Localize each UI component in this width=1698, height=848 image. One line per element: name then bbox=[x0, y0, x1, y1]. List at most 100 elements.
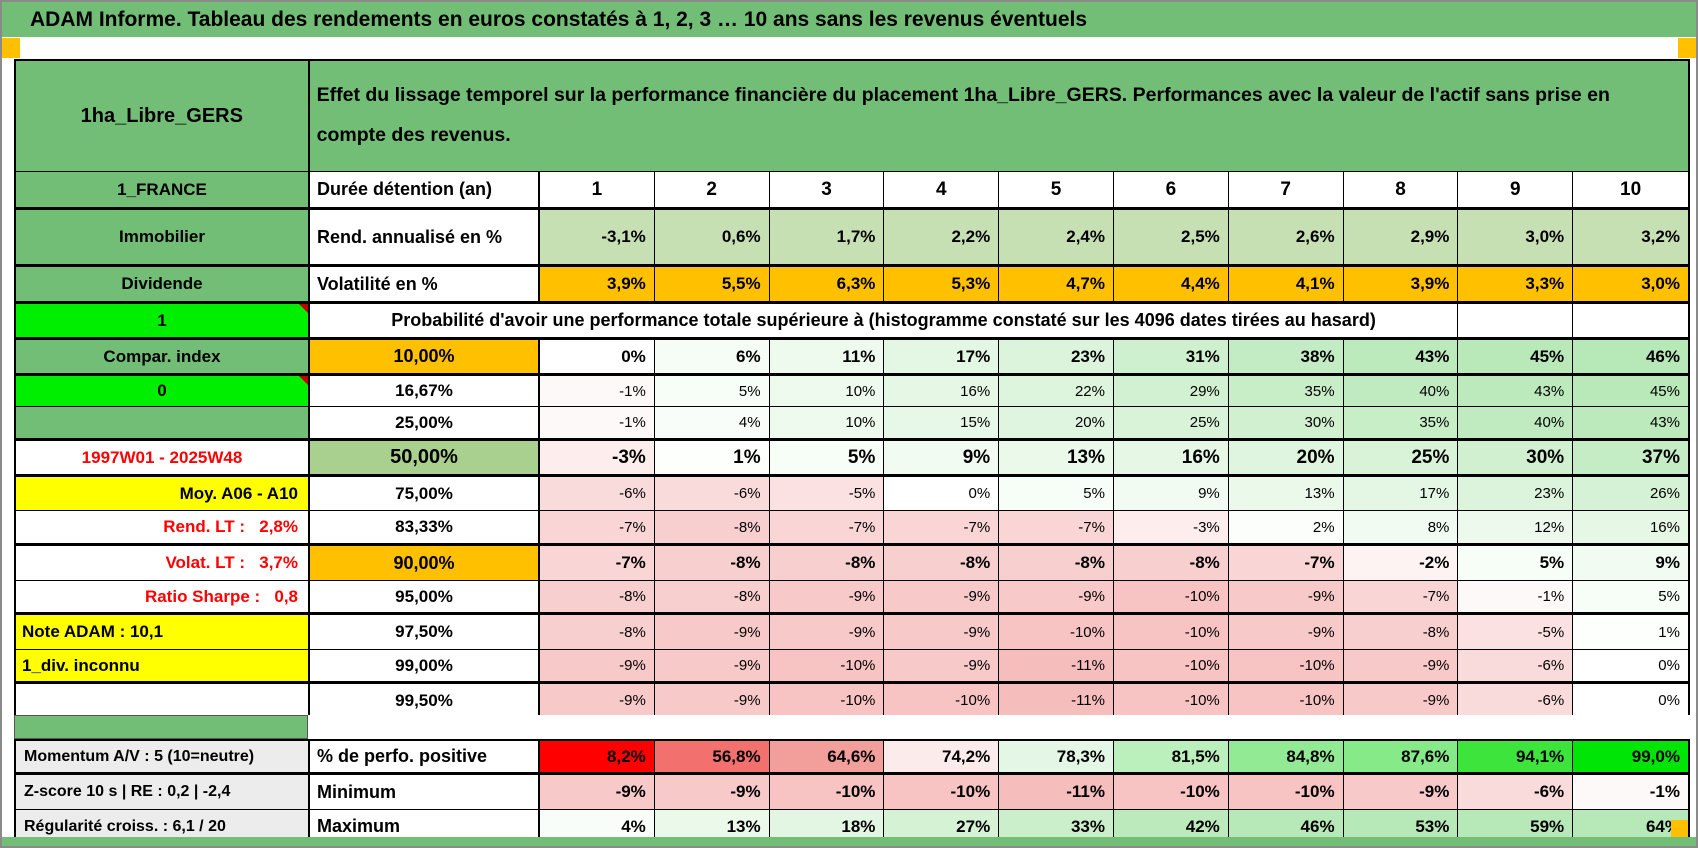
value-cell[interactable]: 5% bbox=[654, 376, 770, 406]
value-cell[interactable]: 38% bbox=[1228, 340, 1344, 373]
value-cell[interactable]: 20% bbox=[1228, 441, 1344, 474]
value-cell[interactable]: -10% bbox=[1113, 581, 1229, 612]
value-cell[interactable]: -10% bbox=[1113, 615, 1229, 649]
row-label-cell[interactable]: Rend. LT : 2,8% bbox=[16, 511, 310, 543]
value-cell[interactable]: 30% bbox=[1458, 441, 1574, 474]
value-cell[interactable]: -8% bbox=[654, 581, 770, 612]
value-cell[interactable]: -7% bbox=[769, 511, 885, 543]
value-cell[interactable]: -8% bbox=[884, 546, 1000, 580]
value-cell[interactable]: 9% bbox=[884, 441, 1000, 474]
value-cell[interactable]: -7% bbox=[999, 511, 1114, 543]
value-cell[interactable]: 40% bbox=[1343, 376, 1459, 406]
value-cell[interactable]: -1% bbox=[1573, 775, 1688, 809]
value-cell[interactable]: 2,2% bbox=[884, 210, 1000, 264]
value-cell[interactable]: 5% bbox=[999, 477, 1114, 510]
value-cell[interactable]: -7% bbox=[540, 511, 655, 543]
value-cell[interactable]: -10% bbox=[1113, 684, 1229, 717]
value-cell[interactable]: 8,2% bbox=[540, 741, 655, 772]
value-cell[interactable]: 31% bbox=[1113, 340, 1229, 373]
value-cell[interactable]: 78,3% bbox=[999, 741, 1114, 772]
row-header-cell[interactable]: 83,33% bbox=[310, 511, 540, 543]
row-label-cell[interactable] bbox=[16, 684, 310, 717]
value-cell[interactable]: 43% bbox=[1458, 376, 1574, 406]
row-header-cell[interactable]: 75,00% bbox=[310, 477, 540, 510]
value-cell[interactable]: 0% bbox=[540, 340, 655, 373]
value-cell[interactable]: 5% bbox=[1573, 581, 1688, 612]
value-cell[interactable]: -9% bbox=[884, 581, 1000, 612]
value-cell[interactable]: -10% bbox=[769, 650, 885, 681]
value-cell[interactable]: 1% bbox=[654, 441, 770, 474]
row-label-cell[interactable]: Momentum A/V : 5 (10=neutre) bbox=[16, 741, 310, 772]
value-cell[interactable]: 43% bbox=[1573, 407, 1688, 438]
row-label-cell[interactable]: Ratio Sharpe : 0,8 bbox=[16, 581, 310, 612]
value-cell[interactable]: 0% bbox=[1573, 684, 1688, 717]
value-cell[interactable]: -6% bbox=[540, 477, 655, 510]
value-cell[interactable]: 3,0% bbox=[1458, 210, 1574, 264]
value-cell[interactable]: 2,6% bbox=[1228, 210, 1344, 264]
value-cell[interactable]: 4,4% bbox=[1113, 267, 1229, 301]
value-cell[interactable]: 5,3% bbox=[884, 267, 1000, 301]
value-cell[interactable]: -9% bbox=[654, 650, 770, 681]
value-cell[interactable]: -9% bbox=[999, 581, 1114, 612]
value-cell[interactable]: 29% bbox=[1113, 376, 1229, 406]
value-cell[interactable]: 4% bbox=[654, 407, 770, 438]
value-cell[interactable]: 20% bbox=[999, 407, 1114, 438]
row-header-cell[interactable]: 97,50% bbox=[310, 615, 540, 649]
value-cell[interactable]: 9% bbox=[1113, 477, 1229, 510]
value-cell[interactable]: 56,8% bbox=[654, 741, 770, 772]
value-cell[interactable]: 37% bbox=[1573, 441, 1688, 474]
value-cell[interactable]: -8% bbox=[540, 615, 655, 649]
value-cell[interactable]: 2 bbox=[654, 172, 770, 207]
value-cell[interactable]: 0% bbox=[1573, 650, 1688, 681]
value-cell[interactable]: -6% bbox=[1458, 650, 1574, 681]
value-cell[interactable]: -9% bbox=[884, 615, 1000, 649]
value-cell[interactable]: -10% bbox=[769, 775, 885, 809]
value-cell[interactable]: -8% bbox=[1113, 546, 1229, 580]
value-cell[interactable]: 5% bbox=[1458, 546, 1574, 580]
value-cell[interactable]: 4 bbox=[884, 172, 1000, 207]
value-cell[interactable]: -8% bbox=[1343, 615, 1459, 649]
value-cell[interactable]: 15% bbox=[884, 407, 1000, 438]
row-header-cell[interactable]: 16,67% bbox=[310, 376, 540, 406]
row-header-cell[interactable]: 99,00% bbox=[310, 650, 540, 681]
value-cell[interactable]: 74,2% bbox=[884, 741, 1000, 772]
value-cell[interactable]: -9% bbox=[769, 615, 885, 649]
value-cell[interactable]: 35% bbox=[1228, 376, 1344, 406]
value-cell[interactable]: -10% bbox=[1228, 775, 1344, 809]
value-cell[interactable]: 1 bbox=[540, 172, 655, 207]
value-cell[interactable]: 17% bbox=[884, 340, 1000, 373]
row-label-cell[interactable]: Compar. index bbox=[16, 340, 310, 373]
value-cell[interactable]: 3,3% bbox=[1458, 267, 1574, 301]
value-cell[interactable]: 3,2% bbox=[1573, 210, 1688, 264]
value-cell[interactable]: -5% bbox=[1458, 615, 1574, 649]
row-label-cell[interactable]: Moy. A06 - A10 bbox=[16, 477, 310, 510]
value-cell[interactable]: 6 bbox=[1113, 172, 1229, 207]
value-cell[interactable]: -5% bbox=[769, 477, 885, 510]
row-header-cell[interactable]: 25,00% bbox=[310, 407, 540, 438]
value-cell[interactable]: -7% bbox=[884, 511, 1000, 543]
value-cell[interactable]: -3% bbox=[1113, 511, 1229, 543]
value-cell[interactable]: 1,7% bbox=[769, 210, 885, 264]
value-cell[interactable]: 23% bbox=[999, 340, 1114, 373]
value-cell[interactable]: 2,4% bbox=[999, 210, 1114, 264]
row-header-cell[interactable]: 90,00% bbox=[310, 546, 540, 580]
value-cell[interactable]: -7% bbox=[540, 546, 655, 580]
value-cell[interactable]: -11% bbox=[999, 684, 1114, 717]
empty-cell[interactable] bbox=[1573, 304, 1688, 337]
value-cell[interactable]: -9% bbox=[1228, 581, 1344, 612]
value-cell[interactable]: 10 bbox=[1573, 172, 1688, 207]
row-header-cell[interactable]: Durée détention (an) bbox=[310, 172, 540, 207]
value-cell[interactable]: 10% bbox=[769, 407, 885, 438]
value-cell[interactable]: 16% bbox=[884, 376, 1000, 406]
value-cell[interactable]: -8% bbox=[540, 581, 655, 612]
row-header-cell[interactable]: 10,00% bbox=[310, 340, 540, 373]
value-cell[interactable]: 1% bbox=[1573, 615, 1688, 649]
value-cell[interactable]: 99,0% bbox=[1573, 741, 1688, 772]
value-cell[interactable]: -9% bbox=[540, 650, 655, 681]
value-cell[interactable]: -9% bbox=[540, 775, 655, 809]
value-cell[interactable]: 8% bbox=[1343, 511, 1459, 543]
value-cell[interactable]: 40% bbox=[1458, 407, 1574, 438]
value-cell[interactable]: 6% bbox=[654, 340, 770, 373]
value-cell[interactable]: -10% bbox=[1113, 650, 1229, 681]
value-cell[interactable]: 3 bbox=[769, 172, 885, 207]
